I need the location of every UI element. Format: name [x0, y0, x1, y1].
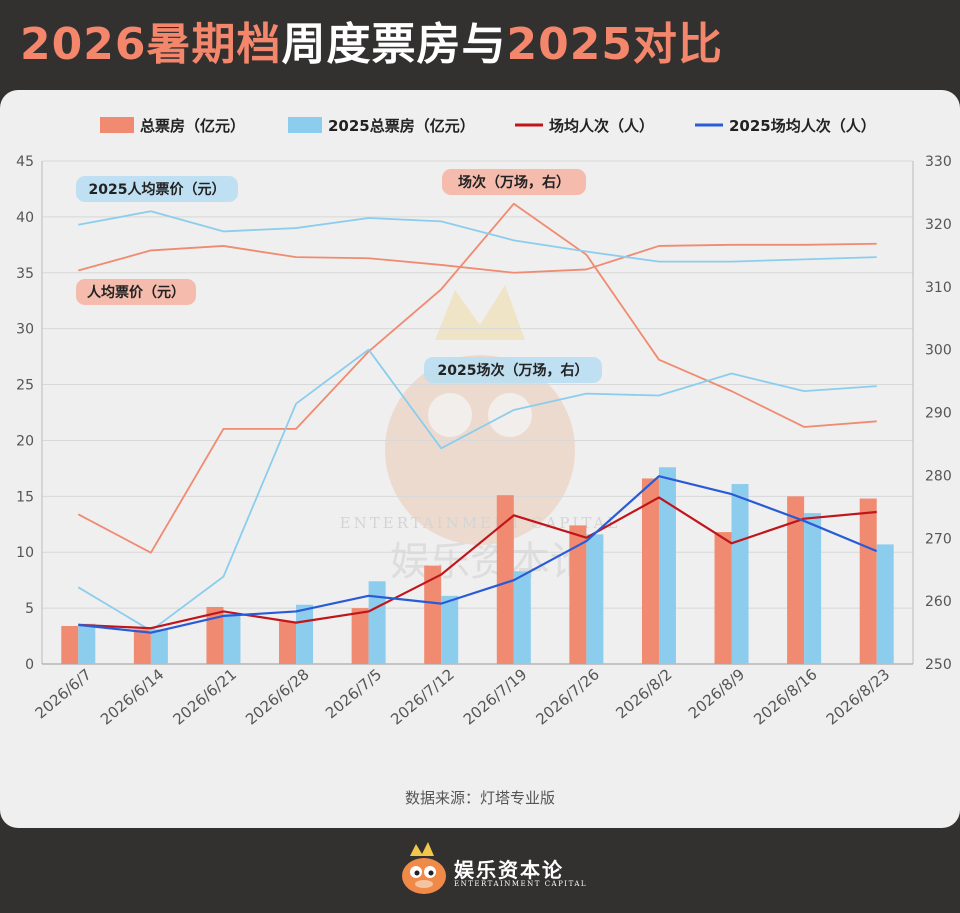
bar-2026	[424, 565, 442, 664]
source-note: 数据来源：灯塔专业版	[404, 789, 555, 807]
annotation-label: 人均票价（元）	[87, 284, 185, 301]
legend-label: 场均人次（人）	[549, 117, 654, 135]
right-tick-label: 290	[925, 406, 952, 422]
bar-2025	[78, 623, 96, 664]
line-attendance-2025	[78, 475, 878, 634]
left-tick-label: 0	[25, 657, 34, 673]
left-tick-label: 35	[16, 266, 34, 282]
bar-2026	[569, 525, 587, 664]
right-tick-label: 310	[925, 280, 952, 296]
left-tick-label: 5	[25, 601, 34, 617]
bar-2026	[61, 625, 79, 664]
left-tick-label: 20	[16, 433, 34, 449]
bar-2025	[658, 467, 676, 664]
right-tick-label: 250	[925, 657, 952, 673]
bar-2026	[133, 629, 151, 664]
watermark-text: ENTERTAINMENT CAPITAL	[340, 514, 621, 532]
bar-2025	[804, 513, 822, 664]
right-tick-label: 320	[925, 217, 952, 233]
line-attendance-2026	[78, 496, 877, 630]
bar-2025	[513, 571, 531, 664]
bar-2026	[351, 608, 369, 664]
axes: 0 5 10 15 20 25 30 35 40 45 250 260 270 280 290 300 310 3…	[16, 154, 952, 673]
header: 2026暑期档周度票房与2025对比	[0, 0, 960, 90]
bar-2026	[787, 496, 805, 664]
annotation-label: 场次（万场，右）	[458, 174, 570, 191]
bar-2026	[859, 498, 877, 664]
left-tick-label: 40	[16, 210, 34, 226]
annotation-box	[76, 176, 238, 202]
x-tick-label: 2026/6/21	[170, 665, 240, 728]
brand-subtitle: ENTERTAINMENT CAPITAL	[454, 880, 588, 888]
x-tick-label: 2026/6/28	[242, 665, 312, 728]
brand-name: 娱乐资本论	[454, 858, 564, 882]
x-tick-label: 2026/8/9	[685, 665, 748, 722]
legend-swatch	[100, 117, 134, 133]
right-tick-label: 280	[925, 468, 952, 484]
right-tick-label: 330	[925, 154, 952, 170]
left-tick-label: 45	[16, 154, 34, 170]
title-part-2: 周度票房与	[281, 19, 507, 70]
bar-2025	[876, 544, 894, 664]
bar-2025	[150, 629, 168, 664]
watermark-mascot-icon	[385, 355, 575, 545]
x-tick-label: 2026/8/2	[612, 665, 675, 722]
bar-2025	[223, 613, 241, 664]
bar-2026	[496, 495, 514, 664]
line-avg-price-2026	[78, 242, 877, 274]
left-tick-label: 30	[16, 322, 34, 338]
bar-2025	[368, 581, 386, 664]
left-tick-label: 10	[16, 545, 34, 561]
annotation-box	[76, 279, 196, 305]
bar-2026	[279, 621, 297, 664]
x-tick-label: 2026/7/5	[322, 665, 385, 722]
watermark-brand: 娱乐资本论	[390, 539, 590, 585]
x-tick-label: 2026/6/14	[97, 665, 167, 728]
bars	[61, 467, 894, 664]
watermark-crown-icon	[435, 285, 525, 340]
left-tick-label: 15	[16, 489, 34, 505]
right-tick-label: 260	[925, 594, 952, 610]
bar-2025	[586, 534, 604, 664]
legend-label: 2025总票房（亿元）	[328, 117, 475, 135]
x-tick-label: 2026/6/7	[32, 665, 95, 722]
right-tick-label: 270	[925, 531, 952, 547]
bar-2025	[731, 484, 749, 664]
line-screenings-2025	[77, 348, 877, 632]
annotations: 2025人均票价（元） 场次（万场，右） 人均票价（元） 2025场次（万场，右）	[76, 169, 602, 383]
annotation-box	[442, 169, 586, 195]
x-tick-label: 2026/8/16	[750, 665, 820, 728]
annotation-box	[424, 357, 602, 383]
page-title: 2026暑期档周度票房与2025对比	[20, 8, 723, 72]
legend-swatch	[288, 117, 322, 133]
mascot-icon	[402, 842, 446, 894]
x-tick-labels: 2026/6/7 2026/6/14 2026/6/21 2026/6/28 2026/…	[32, 665, 894, 728]
bar-2025	[441, 595, 459, 664]
bar-2026	[714, 532, 732, 664]
legend: 总票房（亿元） 2025总票房（亿元） 场均人次（人） 2025场均人次（人）	[100, 117, 876, 135]
right-tick-label: 300	[925, 343, 952, 359]
x-tick-label: 2026/7/19	[460, 665, 530, 728]
annotation-label: 2025人均票价（元）	[89, 181, 226, 198]
title-part-3: 2025对比	[506, 19, 723, 70]
title-part-1: 2026暑期档	[20, 19, 282, 70]
bar-2026	[641, 478, 659, 664]
chart: ENTERTAINMENT CAPITAL 娱乐资本论 0 5 10 15 20 25 30…	[16, 117, 952, 729]
annotation-label: 2025场次（万场，右）	[438, 362, 589, 379]
legend-label: 2025场均人次（人）	[729, 117, 876, 135]
x-tick-label: 2026/8/23	[823, 665, 893, 728]
bar-2025	[296, 604, 314, 664]
footer-logo: 娱乐资本论 ENTERTAINMENT CAPITAL	[396, 840, 596, 900]
lines	[77, 202, 878, 634]
x-tick-label: 2026/7/12	[387, 665, 457, 728]
left-tick-label: 25	[16, 378, 34, 394]
line-screenings-2026	[77, 202, 877, 554]
line-avg-price-2025	[78, 210, 877, 263]
bar-2026	[206, 606, 224, 664]
legend-label: 总票房（亿元）	[140, 117, 245, 135]
x-tick-label: 2026/7/26	[532, 665, 602, 728]
watermark: ENTERTAINMENT CAPITAL 娱乐资本论	[340, 285, 621, 585]
